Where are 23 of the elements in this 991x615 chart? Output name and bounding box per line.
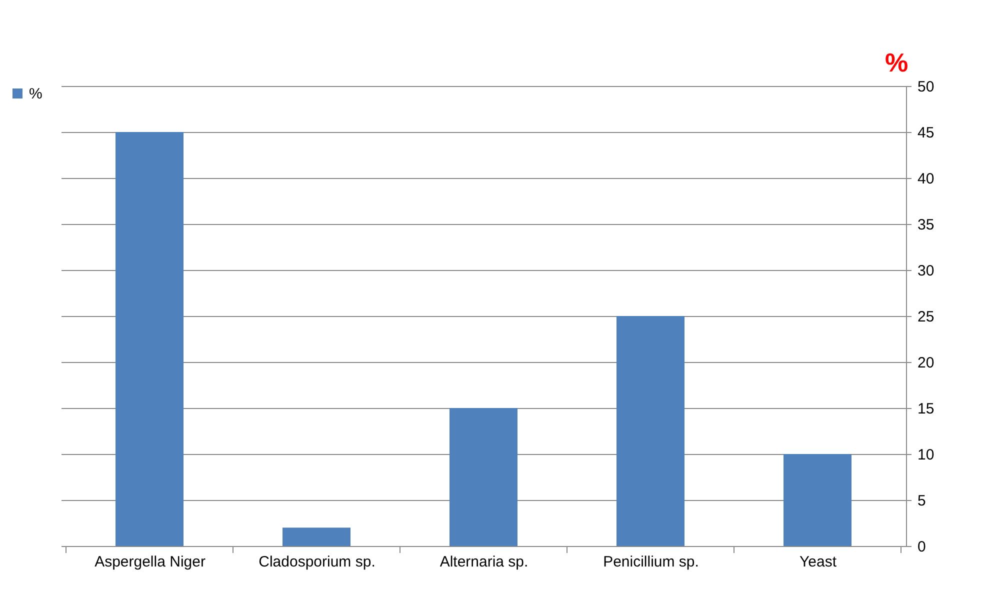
y-axis-title: % xyxy=(884,48,908,78)
x-tick-label: Yeast xyxy=(800,554,838,570)
y2-tick-label: 15 xyxy=(918,400,934,418)
y2-tick-label: 10 xyxy=(918,446,934,464)
x-tick-label: Aspergella Niger xyxy=(94,554,206,570)
y2-tick-label: 40 xyxy=(918,170,934,188)
x-tick-label: Penicillium sp. xyxy=(603,554,699,570)
y2-tick-label: 35 xyxy=(918,216,934,234)
y2-tick-label: 50 xyxy=(918,78,934,96)
y2-tick-label: 30 xyxy=(918,262,934,280)
bar xyxy=(282,528,350,546)
bar xyxy=(450,408,518,546)
y2-tick-label: 5 xyxy=(918,492,926,510)
x-tick-label: Alternaria sp. xyxy=(440,554,528,570)
y2-tick-label: 45 xyxy=(918,124,934,142)
y2-tick-label: 0 xyxy=(918,538,926,556)
legend-label: % xyxy=(29,86,42,102)
x-tick-label: Cladosporium sp. xyxy=(258,554,376,570)
bar xyxy=(616,316,684,546)
bar xyxy=(784,454,852,546)
y2-tick-label: 20 xyxy=(918,354,934,372)
y2-tick-label: 25 xyxy=(918,308,934,326)
bar xyxy=(116,132,184,546)
